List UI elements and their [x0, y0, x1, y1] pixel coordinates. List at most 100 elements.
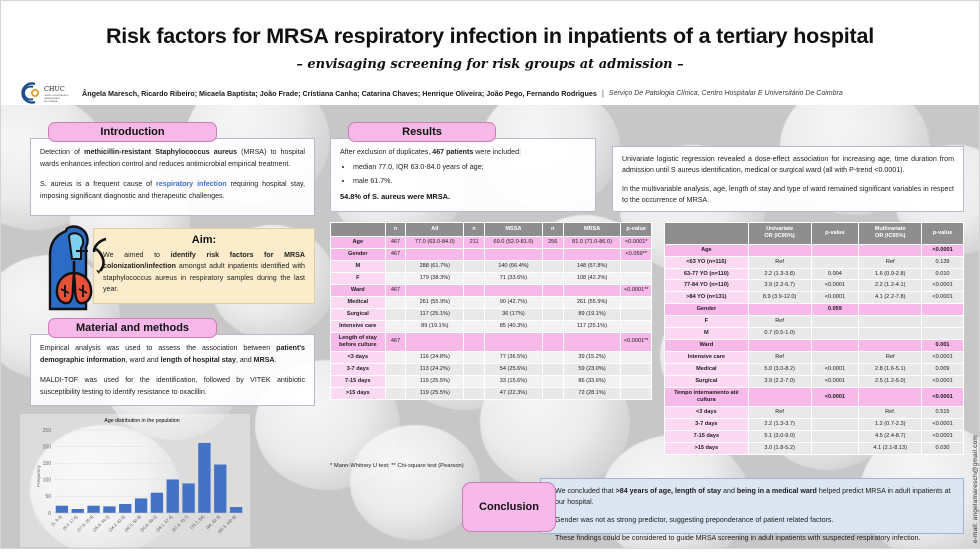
conclusion-paragraph-3: These findings could be considered to gu… [555, 533, 921, 542]
cell: 90 (42.7%) [484, 295, 543, 309]
row-label: Ward [330, 283, 386, 297]
cell [541, 271, 564, 285]
chart-ytick: 150 [43, 461, 52, 467]
aim-text: We aimed to identify risk factors for MR… [94, 250, 314, 302]
cell: 5.1 (3.0-9.0) [747, 430, 812, 444]
cell: 0.010 [921, 267, 964, 281]
cell: 59 (23.0%) [562, 362, 622, 376]
cell [810, 406, 860, 420]
cell [620, 295, 652, 309]
cell: 256 [541, 235, 564, 249]
cell [620, 319, 652, 333]
concl-p1-d: being in a medical ward [736, 487, 817, 495]
reg-col-pvalue-2: p-value [921, 222, 964, 245]
cell: Ref [858, 351, 923, 365]
univariate-note-paragraph-1: Univariate logistic regression revealed … [622, 155, 954, 175]
cell: 467 [384, 331, 407, 352]
cell: Ref [747, 406, 812, 420]
meth-p1-e: , and [235, 355, 254, 364]
cell: 1.6 (0.9-2.8) [858, 267, 923, 281]
meth-p1-d: length of hospital stay [160, 355, 236, 364]
cell [405, 247, 465, 261]
cell: 117 (25.1%) [562, 319, 622, 333]
table-row: 3-7 days 113 (24.2%) 54 (25.6%) 59 (23.0%) [330, 362, 652, 376]
cell: 467 [384, 235, 407, 249]
meth-p1-b: patient's demographic information [40, 344, 305, 364]
results-intro-c: were included: [473, 148, 522, 156]
cell: 148 (57.8%) [562, 259, 622, 273]
desc-col-4: MSSA [484, 222, 543, 237]
row-label: F [664, 315, 749, 329]
row-label: 77-84 YO (n=110) [664, 279, 749, 293]
cell: <0.0001 [921, 375, 964, 389]
cell: 69.0 (52.0-81.0) [484, 235, 543, 249]
introduction-paragraph-1: Detection of methicillin-resistant Staph… [40, 147, 305, 170]
conclusion-heading-label: Conclusion [479, 501, 539, 513]
introduction-heading-label: Introduction [100, 126, 165, 138]
cell [858, 303, 923, 317]
cell: 288 (61.7%) [405, 259, 465, 273]
cell: 86 (33.6%) [562, 374, 622, 388]
row-label: Age [664, 243, 749, 257]
cell [463, 362, 486, 376]
cell: 2.2 (1.2-4.1) [858, 279, 923, 293]
chart-bar [214, 464, 227, 513]
svg-text:UNIVERSITÁRIO: UNIVERSITÁRIO [44, 97, 61, 100]
cell: 0.7 (0.5-1.0) [747, 327, 812, 341]
cell: 33 (15.6%) [484, 374, 543, 388]
table-row: 7-15 days 119 (25.5%) 33 (15.6%) 86 (33.6%) [330, 374, 652, 388]
cell: 4.1 (2.2-7.8) [858, 291, 923, 305]
table-row: F 179 (38.3%) 71 (33.6%) 108 (42.2%) [330, 271, 652, 285]
table-row: <63 YO (n=116) Ref Ref 0.139 [664, 255, 964, 269]
cell [747, 303, 812, 317]
cell [810, 327, 860, 341]
chart-ytick: 200 [43, 444, 52, 450]
results-panel: After exclusion of duplicates, 467 patie… [330, 138, 596, 212]
reg-col-univariate-l2: OR (IC95%) [764, 233, 795, 240]
chart-bar [134, 498, 148, 513]
cell [810, 430, 860, 444]
cell: 89 (19.1%) [405, 319, 465, 333]
table-row: >15 days 3.0 (1.8-5.2) 4.1 (2.1-8.13) 0.030 [664, 442, 964, 456]
cell [541, 350, 564, 364]
chart-bar [198, 442, 211, 513]
chuc-logo: CHUC CENTRO HOSPITALAR E UNIVERSITÁRIO D… [16, 80, 78, 106]
chart-ylabel: Frequency [36, 464, 41, 486]
cell [921, 327, 964, 341]
reg-col-label [664, 222, 749, 245]
cell: 113 (24.2%) [405, 362, 465, 376]
cell: 77 (36.5%) [484, 350, 543, 364]
table-row: Age <0.0001 [664, 243, 964, 257]
cell [541, 319, 564, 333]
cell [541, 374, 564, 388]
cell [463, 307, 486, 321]
author-bar: CHUC CENTRO HOSPITALAR E UNIVERSITÁRIO D… [16, 80, 966, 106]
cell: <0.0001 [921, 279, 964, 293]
cell: <0.0001 [921, 291, 964, 305]
cell [810, 418, 860, 432]
cell [562, 283, 622, 297]
cell [463, 319, 486, 333]
cell [463, 259, 486, 273]
cell: <0.059** [620, 247, 652, 261]
results-heading-label: Results [402, 126, 442, 138]
cell [463, 374, 486, 388]
cell [463, 247, 486, 261]
desc-col-6: MRSA [562, 222, 622, 237]
methods-paragraph-1: Empirical analysis was used to assess th… [40, 343, 305, 366]
row-label: <63 YO (n=116) [664, 255, 749, 269]
methods-panel: Empirical analysis was used to assess th… [30, 334, 315, 406]
desc-col-1: n [384, 222, 407, 237]
chart-bar [87, 505, 100, 513]
cell [541, 283, 564, 297]
table-row: F Ref [664, 315, 964, 329]
cell: <0.0001** [620, 283, 652, 297]
cell [541, 331, 564, 352]
cell [405, 283, 465, 297]
cell: 0.030 [921, 442, 964, 456]
table-row: Gender 0.059 [664, 303, 964, 317]
cell: <0.0001 [921, 243, 964, 257]
affiliation: Serviço De Patologia Clínica, Centro Hos… [608, 89, 843, 97]
cell [384, 319, 407, 333]
